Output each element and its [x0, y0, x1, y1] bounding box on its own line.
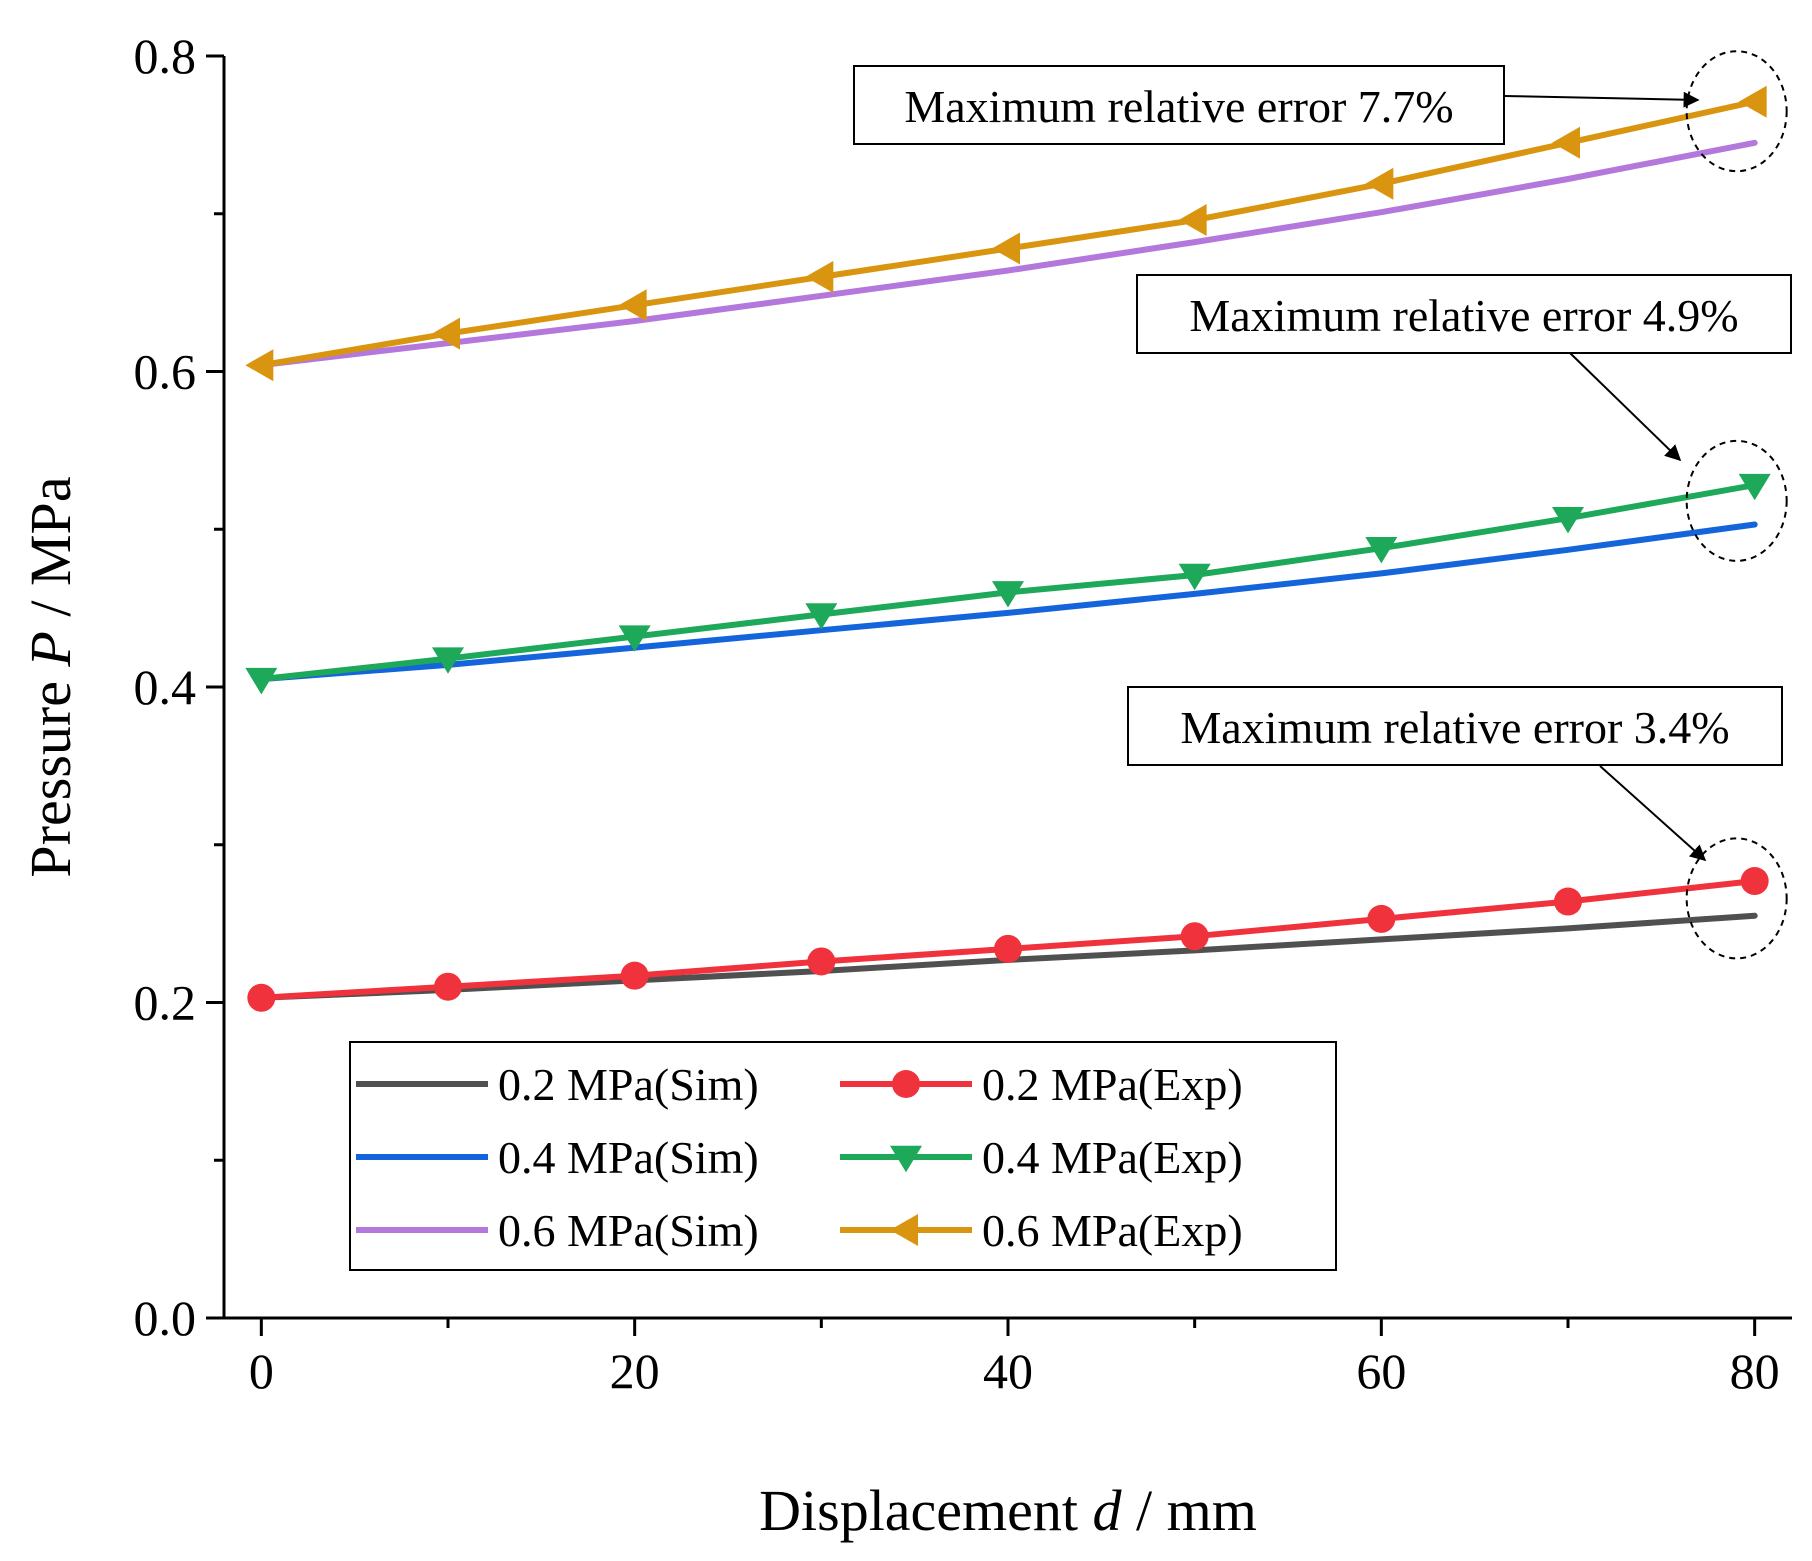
data-point-5-6	[1365, 167, 1394, 200]
data-point-3-1	[432, 647, 464, 674]
y-axis-title-var: P	[18, 631, 83, 667]
x-axis-title-var: d	[1093, 1478, 1123, 1543]
data-point-3-6	[1365, 536, 1398, 564]
data-point-3-2	[618, 625, 651, 652]
annotations: Maximum relative error 7.7% Maximum relat…	[853, 50, 1792, 960]
error-ellipse-2	[1685, 837, 1788, 960]
data-point-1-8	[1740, 867, 1769, 896]
annotation-arrow-0	[1503, 91, 1700, 108]
x-tick-label-3: 60	[1356, 1343, 1406, 1399]
legend-label-4: 0.6 MPa(Sim)	[498, 1205, 759, 1256]
data-point-5-4	[992, 232, 1020, 265]
x-axis-title: Displacement d / mm	[759, 1478, 1257, 1543]
data-point-3-4	[992, 581, 1024, 608]
x-axis-title-prefix: Displacement	[759, 1478, 1092, 1543]
legend-label-3: 0.4 MPa(Exp)	[982, 1132, 1243, 1183]
legend-label-5: 0.6 MPa(Exp)	[982, 1205, 1243, 1256]
legend-label-1: 0.2 MPa(Exp)	[982, 1059, 1243, 1110]
annotation-label-1: Maximum relative error 4.9%	[1189, 290, 1738, 341]
data-point-3-7	[1552, 507, 1584, 534]
y-tick-label-2: 0.4	[134, 659, 197, 715]
x-tick-label-4: 80	[1730, 1343, 1780, 1399]
x-tick-label-2: 40	[983, 1343, 1033, 1399]
legend-label-2: 0.4 MPa(Sim)	[498, 1132, 759, 1183]
data-point-1-4	[994, 934, 1022, 963]
error-ellipse-0	[1685, 50, 1788, 173]
data-point-1-2	[620, 961, 649, 990]
annotation-box-2	[1127, 686, 1783, 766]
axes: 0.0 0.2 0.4 0.6 0.8 0 20 40 60 80 Displacement d /…	[18, 28, 1792, 1543]
annotation-label-2: Maximum relative error 3.4%	[1180, 702, 1729, 753]
data-point-1-5	[1180, 922, 1209, 951]
series-line-2	[258, 521, 1758, 683]
data-point-1-7	[1554, 887, 1582, 916]
y-tick-label-4: 0.8	[134, 28, 197, 84]
x-tick-label-1: 20	[610, 1343, 660, 1399]
data-point-5-3	[805, 260, 834, 293]
data-point-1-0	[247, 983, 276, 1012]
legend-swatch-marker-5	[890, 1214, 918, 1246]
series-markers	[245, 85, 1771, 1012]
annotation-box-1	[1136, 274, 1792, 354]
data-point-3-0	[245, 667, 278, 695]
annotation-arrow-2	[1599, 765, 1707, 862]
y-tick-label-0: 0.0	[134, 1290, 197, 1346]
data-point-5-5	[1178, 204, 1207, 237]
y-axis-title: Pressure P / MPa	[18, 476, 83, 877]
data-point-3-5	[1178, 563, 1211, 591]
annotation-label-0: Maximum relative error 7.7%	[904, 81, 1453, 132]
series-line-4	[258, 139, 1758, 369]
data-point-3-8	[1738, 473, 1771, 501]
x-tick-label-0: 0	[249, 1343, 274, 1399]
data-point-1-3	[807, 947, 836, 976]
y-tick-label-1: 0.2	[134, 975, 197, 1031]
legend-swatch-marker-1	[892, 1070, 920, 1098]
annotation-arrow-1	[1569, 352, 1682, 462]
legend: 0.2 MPa(Sim) 0.2 MPa(Exp) 0.4 MPa(Sim) 0.4 …	[349, 1041, 1337, 1271]
data-point-1-1	[434, 972, 462, 1001]
legend-label-0: 0.2 MPa(Sim)	[498, 1059, 759, 1110]
data-point-5-7	[1552, 126, 1580, 159]
y-axis-title-prefix: Pressure	[18, 667, 83, 878]
y-axis-title-suffix: / MPa	[18, 476, 83, 631]
annotation-box-0	[853, 65, 1505, 145]
x-axis-title-suffix: / mm	[1122, 1478, 1257, 1543]
data-point-3-3	[805, 603, 838, 630]
data-point-5-2	[618, 289, 647, 322]
legend-swatch-marker-3	[890, 1145, 922, 1173]
data-point-1-6	[1367, 904, 1396, 933]
data-point-5-8	[1738, 85, 1767, 118]
series-lines	[258, 98, 1758, 1001]
data-point-5-1	[432, 317, 460, 350]
y-tick-label-3: 0.6	[134, 344, 197, 400]
data-point-5-0	[245, 349, 274, 382]
error-ellipse-1	[1685, 439, 1788, 562]
